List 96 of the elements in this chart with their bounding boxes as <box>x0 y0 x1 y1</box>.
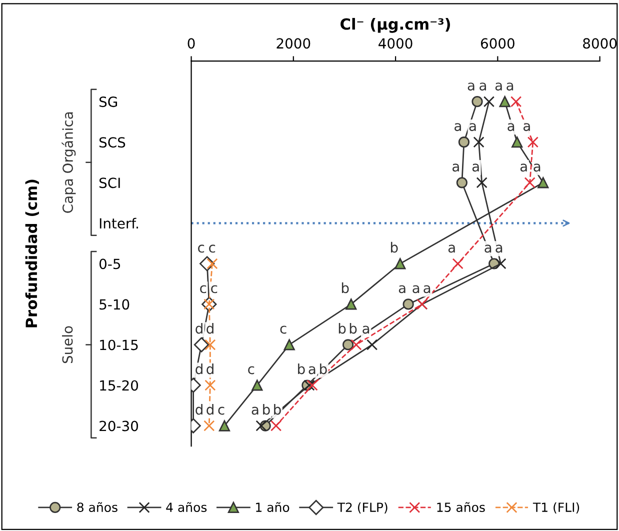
data-label: b <box>338 322 346 334</box>
y-tick-label: 5-10 <box>100 299 130 310</box>
data-label: a <box>506 82 514 91</box>
data-label: d <box>196 404 202 415</box>
data-label: a <box>480 82 486 91</box>
point <box>350 339 362 350</box>
data-label: b <box>274 404 281 415</box>
x-tick-label: 6000 <box>480 38 514 49</box>
y-tick-label: 10-15 <box>100 340 138 350</box>
data-label: b <box>390 242 398 253</box>
data-label: a <box>468 82 474 91</box>
y-tick-label: SCS <box>99 137 126 148</box>
x-tick-label: 8000 <box>583 38 617 49</box>
data-label: a <box>495 82 502 91</box>
x-tick-label: 0 <box>188 38 195 49</box>
point <box>483 96 495 108</box>
text: Capa Orgánica <box>62 112 76 213</box>
data-label: a <box>508 123 514 132</box>
point <box>456 177 468 188</box>
data-label: a <box>448 244 455 253</box>
y-tick-label: 0-5 <box>99 258 120 270</box>
data-label: c <box>218 406 224 415</box>
data-label: a <box>398 285 406 294</box>
point <box>473 136 484 148</box>
point <box>204 420 215 432</box>
data-label: b <box>350 322 357 334</box>
legend-label: T2 (FLP) <box>337 502 388 514</box>
point <box>458 136 470 148</box>
point <box>495 258 506 270</box>
y-tick-label: SCI <box>99 178 120 188</box>
data-label: a <box>252 406 258 415</box>
data-label: b <box>298 363 305 374</box>
data-label: b <box>342 282 349 294</box>
point <box>524 177 536 188</box>
data-label: a <box>362 326 370 334</box>
legend-label: T1 (FLI) <box>532 502 580 514</box>
data-label: c <box>200 285 206 294</box>
y-tick-label: 15-20 <box>100 380 138 391</box>
data-label: a <box>523 123 530 132</box>
point <box>204 380 216 391</box>
x-axis-title: Cl⁻ (µg.cm⁻³) <box>340 18 450 33</box>
point <box>402 298 414 310</box>
point <box>306 380 318 391</box>
data-label: a <box>412 285 420 294</box>
point <box>499 96 510 108</box>
point <box>527 136 538 148</box>
point <box>472 96 483 108</box>
point <box>538 177 549 188</box>
legend-label: 8 años <box>77 502 118 512</box>
data-label: a <box>472 164 479 172</box>
point <box>394 258 406 270</box>
point <box>346 298 357 310</box>
data-label: c <box>248 366 254 374</box>
point <box>510 96 522 108</box>
data-label: c <box>209 244 216 253</box>
data-label: a <box>454 123 461 132</box>
data-label: a <box>496 244 502 253</box>
y-tick-label: Interf. <box>100 218 138 229</box>
data-label: a <box>520 164 527 172</box>
legend-label: 15 años <box>437 502 485 512</box>
data-label: a <box>308 366 316 374</box>
data-label: d <box>196 322 202 334</box>
data-label: a <box>469 123 476 132</box>
point <box>270 420 282 432</box>
point <box>512 136 523 148</box>
data-label: a <box>534 164 540 172</box>
point <box>366 339 378 350</box>
text: Suelo <box>62 326 73 364</box>
point <box>218 420 230 432</box>
y-tick-label: 20-30 <box>100 420 138 432</box>
data-label: b <box>263 404 270 415</box>
data-label: c <box>198 244 204 253</box>
data-label: b <box>320 363 327 374</box>
data-label: d <box>196 363 202 374</box>
y-tick-label: SG <box>99 96 118 108</box>
point <box>252 380 263 391</box>
data-label: c <box>280 326 286 334</box>
data-label: d <box>206 322 214 334</box>
point <box>342 339 354 350</box>
point <box>256 420 267 432</box>
point <box>204 339 216 350</box>
legend-label: 4 años <box>166 502 207 512</box>
y-axis-title: Profundidad (cm) <box>25 180 39 328</box>
data-label: c <box>211 285 218 294</box>
legend-label: 1 año <box>256 502 290 512</box>
data-label: a <box>424 285 430 294</box>
point <box>452 258 464 270</box>
point <box>194 337 210 352</box>
x-tick-label: 2000 <box>276 38 310 49</box>
point <box>476 177 488 188</box>
data-label: a <box>452 164 459 172</box>
x-tick-label: 4000 <box>378 38 412 49</box>
point <box>284 339 295 350</box>
data-label: a <box>484 244 492 253</box>
data-label: d <box>206 363 214 374</box>
data-label: d <box>206 404 214 415</box>
